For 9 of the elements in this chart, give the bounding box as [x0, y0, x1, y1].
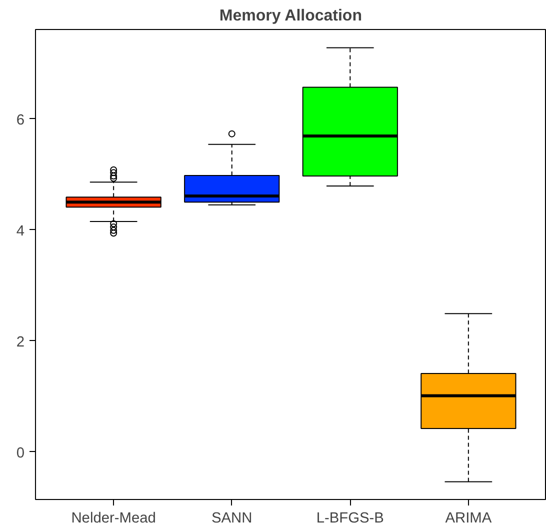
y-tick-label: 4: [16, 223, 25, 240]
y-tick-label: 2: [16, 334, 25, 350]
y-tick-label: 6: [16, 112, 25, 128]
chart-title: Memory Allocation: [219, 8, 362, 24]
x-tick-label: L-BFGS-B: [316, 510, 384, 526]
x-tick-label: SANN: [211, 510, 252, 526]
x-tick-label: ARIMA: [445, 510, 492, 526]
x-tick-label: Nelder-Mead: [71, 510, 156, 526]
y-tick-label: 0: [16, 445, 25, 462]
